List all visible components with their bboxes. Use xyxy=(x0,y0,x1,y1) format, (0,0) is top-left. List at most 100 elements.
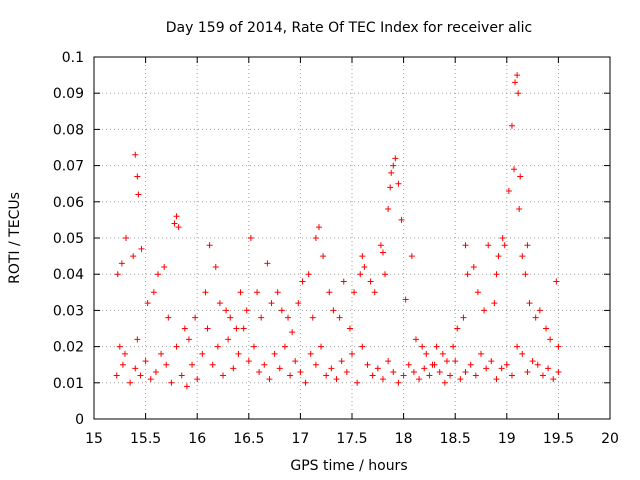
data-point xyxy=(412,336,419,343)
data-point xyxy=(264,260,271,267)
data-point xyxy=(388,169,395,176)
data-point xyxy=(299,278,306,285)
data-point xyxy=(555,343,562,350)
data-point xyxy=(392,155,399,162)
data-point xyxy=(371,289,378,296)
y-tick-label: 0.07 xyxy=(53,159,84,175)
data-point xyxy=(225,336,232,343)
data-point xyxy=(302,379,309,386)
x-tick-label: 18 xyxy=(395,431,413,447)
data-point xyxy=(137,372,144,379)
data-point xyxy=(374,365,381,372)
data-point xyxy=(359,253,366,260)
x-tick-label: 20 xyxy=(601,431,619,447)
data-point xyxy=(493,271,500,278)
data-point xyxy=(419,343,426,350)
data-point xyxy=(522,271,529,278)
data-point xyxy=(163,361,170,368)
data-point xyxy=(178,372,185,379)
data-point xyxy=(447,372,454,379)
x-tick-label: 19.5 xyxy=(543,431,574,447)
data-point xyxy=(472,372,479,379)
data-point xyxy=(132,151,139,158)
data-point xyxy=(323,372,330,379)
data-point xyxy=(385,206,392,213)
data-point xyxy=(214,343,221,350)
data-point xyxy=(499,235,506,241)
data-point xyxy=(243,307,250,314)
data-point xyxy=(278,307,285,314)
data-point xyxy=(395,180,402,187)
data-point xyxy=(443,358,450,365)
data-point xyxy=(450,343,457,350)
data-point xyxy=(247,235,254,241)
data-point xyxy=(377,242,384,249)
data-point xyxy=(543,325,550,332)
data-point xyxy=(122,235,129,241)
data-point xyxy=(508,372,515,379)
data-point xyxy=(312,361,319,368)
data-point xyxy=(512,79,519,86)
y-tick-label: 0.01 xyxy=(53,376,84,392)
x-tick-label: 17 xyxy=(291,431,309,447)
data-point xyxy=(333,376,340,383)
data-point xyxy=(481,307,488,314)
data-point xyxy=(330,307,337,314)
data-point xyxy=(501,242,508,249)
data-point xyxy=(254,289,261,296)
data-point xyxy=(526,300,533,307)
data-point xyxy=(132,365,139,372)
data-point xyxy=(274,289,281,296)
data-point xyxy=(524,242,531,249)
data-point xyxy=(230,365,237,372)
data-point xyxy=(250,343,257,350)
data-point xyxy=(405,361,412,368)
data-point xyxy=(173,213,180,220)
data-point xyxy=(171,220,178,227)
data-point xyxy=(423,350,430,357)
data-point xyxy=(519,350,526,357)
data-point xyxy=(142,358,149,365)
data-point xyxy=(516,206,523,213)
data-point xyxy=(426,372,433,379)
x-tick-labels: 15 15.5 16 16.5 17 17.5 18 18.5 19 19.5 20 xyxy=(85,431,619,447)
data-point xyxy=(478,350,484,357)
data-point xyxy=(369,372,376,379)
data-point xyxy=(240,325,247,332)
data-point xyxy=(441,379,448,386)
data-point xyxy=(395,379,402,386)
data-point xyxy=(285,314,292,321)
data-point xyxy=(503,361,510,368)
data-point xyxy=(493,376,500,383)
y-tick-label: 0.1 xyxy=(62,50,84,66)
data-point xyxy=(134,173,141,180)
data-point xyxy=(134,336,141,343)
data-point xyxy=(318,343,325,350)
tick-marks xyxy=(93,56,611,420)
data-point xyxy=(349,350,355,357)
data-point xyxy=(202,289,209,296)
data-point xyxy=(338,358,345,365)
data-point xyxy=(359,343,366,350)
data-point xyxy=(421,365,428,372)
data-point xyxy=(462,368,469,375)
data-point xyxy=(266,376,273,383)
data-point xyxy=(460,314,467,321)
data-point xyxy=(204,325,211,332)
data-point xyxy=(276,365,283,372)
data-point xyxy=(470,263,477,270)
data-point xyxy=(161,263,168,270)
data-point xyxy=(168,379,175,386)
data-point xyxy=(385,358,392,365)
data-point xyxy=(454,325,461,332)
data-point xyxy=(292,358,299,365)
data-point xyxy=(305,271,312,278)
y-tick-label: 0.03 xyxy=(53,303,84,319)
data-point xyxy=(309,314,316,321)
data-point xyxy=(464,271,471,278)
data-point xyxy=(312,235,319,241)
data-point xyxy=(216,300,223,307)
data-point xyxy=(113,372,120,379)
data-point xyxy=(364,361,371,368)
